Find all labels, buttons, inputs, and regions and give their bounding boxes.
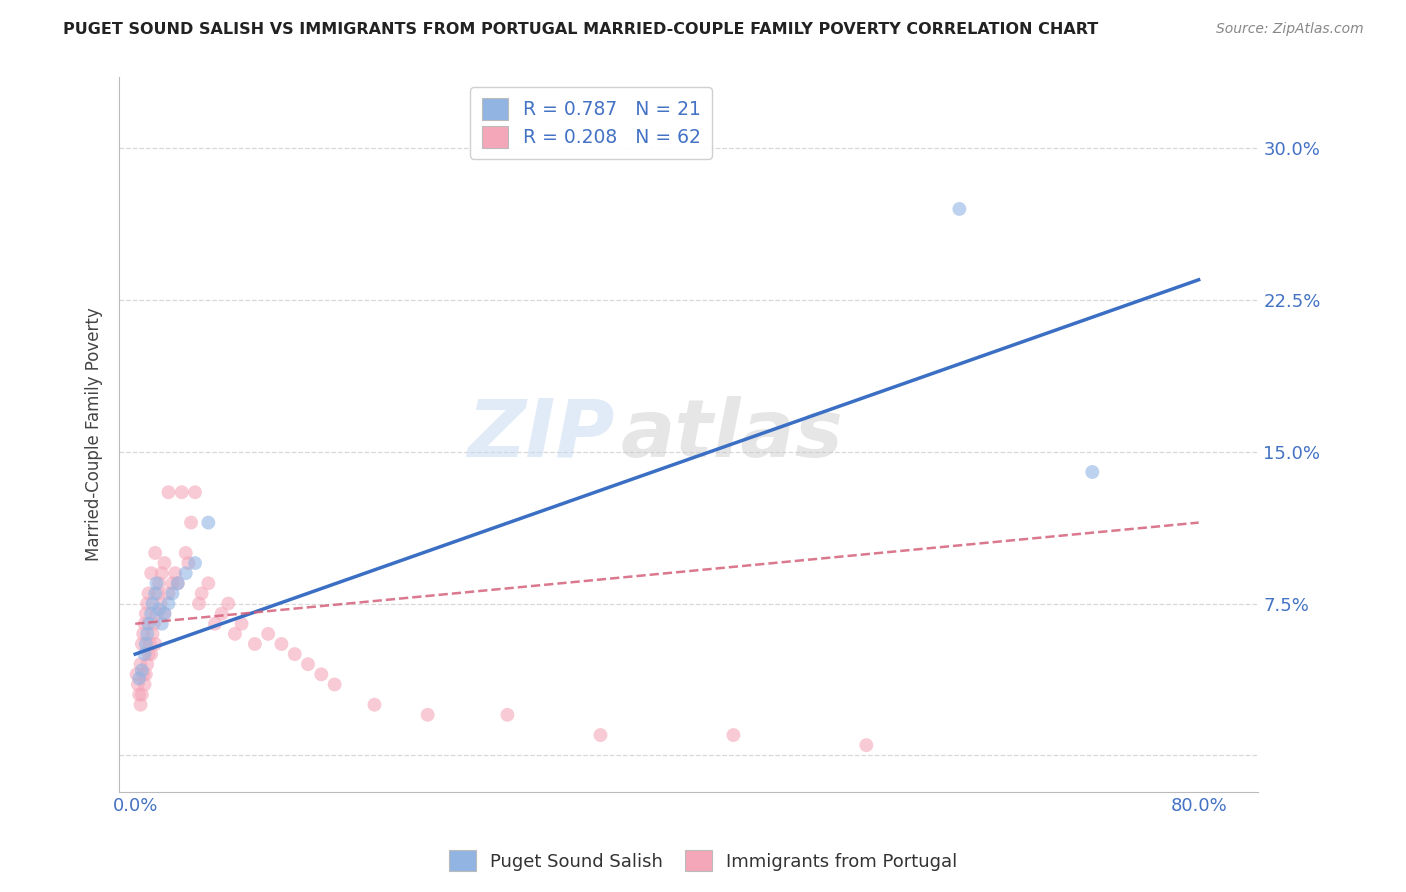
Point bbox=[135, 667, 157, 681]
Point bbox=[134, 647, 156, 661]
Point bbox=[855, 738, 877, 752]
Point bbox=[138, 616, 160, 631]
Point bbox=[153, 556, 176, 570]
Point bbox=[184, 556, 207, 570]
Point bbox=[217, 597, 239, 611]
Point bbox=[157, 485, 180, 500]
Point bbox=[153, 607, 176, 621]
Text: atlas: atlas bbox=[620, 395, 844, 474]
Point bbox=[145, 576, 167, 591]
Point bbox=[188, 597, 211, 611]
Text: Source: ZipAtlas.com: Source: ZipAtlas.com bbox=[1216, 22, 1364, 37]
Legend: R = 0.787   N = 21, R = 0.208   N = 62: R = 0.787 N = 21, R = 0.208 N = 62 bbox=[471, 87, 711, 159]
Point bbox=[131, 663, 153, 677]
Point bbox=[270, 637, 292, 651]
Point bbox=[723, 728, 745, 742]
Point bbox=[132, 667, 155, 681]
Point bbox=[174, 566, 197, 581]
Point bbox=[257, 627, 280, 641]
Point bbox=[197, 576, 219, 591]
Point bbox=[197, 516, 219, 530]
Point bbox=[141, 647, 163, 661]
Point bbox=[139, 637, 162, 651]
Point bbox=[148, 602, 170, 616]
Point bbox=[204, 616, 226, 631]
Point bbox=[128, 688, 150, 702]
Point bbox=[129, 698, 152, 712]
Point bbox=[231, 616, 253, 631]
Point bbox=[136, 627, 159, 641]
Point bbox=[150, 616, 173, 631]
Point bbox=[141, 627, 163, 641]
Y-axis label: Married-Couple Family Poverty: Married-Couple Family Poverty bbox=[86, 308, 103, 561]
Point bbox=[135, 607, 157, 621]
Point bbox=[948, 202, 970, 216]
Point bbox=[125, 667, 148, 681]
Point bbox=[129, 657, 152, 672]
Point bbox=[363, 698, 385, 712]
Point bbox=[166, 576, 188, 591]
Point bbox=[416, 707, 439, 722]
Point bbox=[146, 586, 169, 600]
Point bbox=[1081, 465, 1104, 479]
Point bbox=[284, 647, 307, 661]
Point bbox=[136, 657, 159, 672]
Point bbox=[135, 637, 157, 651]
Point bbox=[148, 576, 170, 591]
Point bbox=[162, 586, 184, 600]
Point bbox=[141, 566, 163, 581]
Point bbox=[170, 485, 193, 500]
Point bbox=[134, 616, 156, 631]
Point bbox=[589, 728, 612, 742]
Point bbox=[153, 607, 176, 621]
Point bbox=[143, 546, 166, 560]
Point bbox=[180, 516, 202, 530]
Point bbox=[157, 586, 180, 600]
Point bbox=[177, 556, 200, 570]
Point bbox=[134, 677, 156, 691]
Point bbox=[138, 647, 160, 661]
Point bbox=[138, 586, 160, 600]
Point bbox=[162, 576, 184, 591]
Point bbox=[297, 657, 319, 672]
Point bbox=[150, 566, 173, 581]
Point bbox=[128, 672, 150, 686]
Point bbox=[311, 667, 333, 681]
Point bbox=[136, 597, 159, 611]
Point bbox=[127, 677, 149, 691]
Point bbox=[141, 597, 163, 611]
Point bbox=[143, 586, 166, 600]
Point bbox=[184, 485, 207, 500]
Point bbox=[165, 566, 187, 581]
Point bbox=[224, 627, 246, 641]
Point bbox=[132, 627, 155, 641]
Text: ZIP: ZIP bbox=[467, 395, 614, 474]
Point bbox=[243, 637, 266, 651]
Point bbox=[143, 637, 166, 651]
Point bbox=[190, 586, 212, 600]
Point bbox=[142, 616, 165, 631]
Point bbox=[145, 607, 167, 621]
Point bbox=[323, 677, 346, 691]
Point bbox=[141, 607, 163, 621]
Point bbox=[496, 707, 519, 722]
Point bbox=[174, 546, 197, 560]
Point bbox=[166, 576, 188, 591]
Point bbox=[157, 597, 180, 611]
Point bbox=[149, 597, 172, 611]
Point bbox=[131, 637, 153, 651]
Point bbox=[211, 607, 233, 621]
Text: PUGET SOUND SALISH VS IMMIGRANTS FROM PORTUGAL MARRIED-COUPLE FAMILY POVERTY COR: PUGET SOUND SALISH VS IMMIGRANTS FROM PO… bbox=[63, 22, 1098, 37]
Point bbox=[131, 688, 153, 702]
Legend: Puget Sound Salish, Immigrants from Portugal: Puget Sound Salish, Immigrants from Port… bbox=[441, 843, 965, 879]
